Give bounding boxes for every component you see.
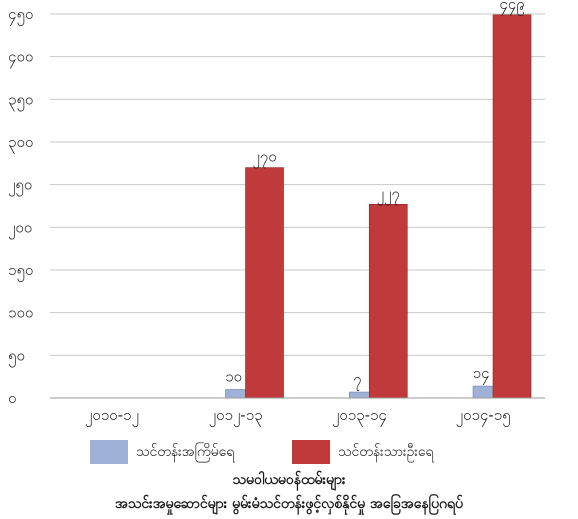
data-label-count: ၁၄ [473,364,490,385]
y-tick-label: ၁၅၀ [8,261,33,282]
y-axis-ticks: ၀ ၅၀ ၁၀၀ ၁၅၀ ၂၀၀ ၂၅၀ ၃၀၀ ၃၅၀ ၄၀၀ ၄၅၀ [8,5,33,407]
y-tick-label: ၂၅၀ [8,176,32,197]
x-tick-label: ၂၀၁၂-၁၃ [209,406,263,427]
data-label-participants: ၂၂၇ [377,184,400,205]
data-label-count: ၁၀ [225,367,242,385]
y-tick-label: ၀ [8,389,16,407]
y-tick-label: ၄၅၀ [8,5,33,26]
x-tick-label: ၂၀၁၄-၁၅ [456,406,511,427]
bar-count [348,391,370,399]
y-tick-label: ၅၀ [8,346,25,367]
bar-count [472,385,494,399]
y-tick-label: ၃၀၀ [8,133,33,154]
legend-swatch-count [90,440,128,464]
legend: သင်တန်းအကြိမ်ရေ သင်တန်းသားဦးရေ [0,440,578,466]
bars [225,14,532,399]
y-tick-label: ၁၀၀ [8,304,33,322]
data-label-participants: ၂၇၀ [252,148,276,169]
y-tick-label: ၄၀၀ [8,48,33,69]
x-axis-ticks: ၂၀၁၀-၁၂ ၂၀၁၂-၁၃ ၂၀၁၃-၁၄ ၂၀၁၄-၁၅ [85,406,511,427]
grid-lines [50,13,545,356]
data-label-count: ၇ [353,370,361,391]
legend-label-participants: သင်တန်းသားဦးရေ [338,443,434,460]
bar-participants [245,167,284,399]
bar-chart: ၀ ၅၀ ၁၀၀ ၁၅၀ ၂၀၀ ၂၅၀ ၃၀၀ ၃၅၀ ၄၀၀ ၄၅၀ ၂၀၁၀-၁၂ ၂၀၁၂-… [8,0,545,427]
caption-line-2: အသင်းအမှုဆောင်များ မွမ်းမံသင်တန်းဖွင့်လှ… [115,496,463,512]
x-tick-label: ၂၀၁၀-၁၂ [85,406,139,427]
caption-line-1: သမဝါယမဝန်ထမ်းများ [232,472,346,488]
legend-item-participants: သင်တန်းသားဦးရေ [292,440,434,464]
legend-swatch-participants [292,440,330,464]
x-tick-label: ၂၀၁၃-၁၄ [332,406,387,427]
bar-count [225,389,246,399]
y-tick-label: ၃၅၀ [8,90,33,111]
y-tick-label: ၂၀၀ [8,218,32,239]
bar-participants [368,203,408,399]
legend-item-count: သင်တန်းအကြိမ်ရေ [90,440,234,464]
data-label-participants: ၄၄၉ [499,0,524,16]
legend-label-count: သင်တန်းအကြိမ်ရေ [136,443,235,460]
bar-participants [492,14,532,399]
